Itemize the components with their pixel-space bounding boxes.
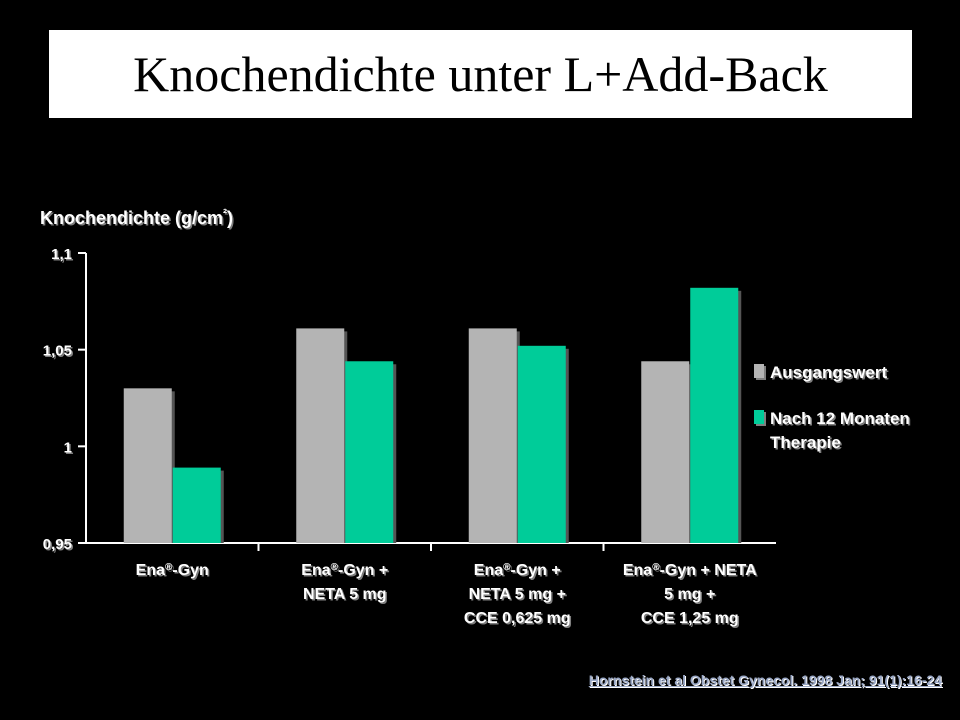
x-category-label-shadow: Ena®-Gyn + NETA	[624, 563, 758, 581]
bar-after	[172, 467, 221, 543]
bar-after	[517, 345, 566, 543]
y-tick-label-text: 1	[64, 439, 72, 456]
x-category-label-text: CCE 0,625 mg	[464, 610, 571, 627]
bar-baseline	[296, 328, 345, 543]
y-tick-label-text: 1,05	[43, 343, 72, 360]
x-category-label: 5 mg +5 mg +	[664, 586, 717, 605]
y-tick-label-shadow: 1,05	[44, 344, 73, 361]
legend-label-shadow: Therapie	[772, 435, 843, 454]
x-category-label-shadow: Ena®-Gyn +	[475, 563, 562, 581]
x-category-label: Ena®-Gyn +Ena®-Gyn +	[474, 562, 562, 581]
x-category-label: Ena®-Gyn +Ena®-Gyn +	[301, 562, 389, 581]
legend-swatch	[754, 364, 764, 378]
legend-label-shadow: Ausgangswert	[772, 365, 889, 384]
y-axis-label-shadow: Knochendichte (g/cm²)	[42, 208, 235, 230]
legend-label-text: Nach 12 Monaten	[770, 409, 910, 428]
y-tick-label-text: 0,95	[43, 536, 72, 553]
legend-label-shadow: Nach 12 Monaten	[772, 411, 912, 430]
x-category-label-text: NETA 5 mg +	[469, 586, 566, 603]
x-category-label-shadow: NETA 5 mg +	[470, 588, 567, 605]
legend-swatch	[754, 410, 764, 424]
x-category-label-shadow: NETA 5 mg	[304, 588, 388, 605]
slide-title: Knochendichte unter L+Add-Back	[133, 46, 828, 102]
x-category-label-text: 5 mg +	[664, 586, 715, 603]
legend-label-text: Therapie	[770, 433, 841, 452]
bar-baseline	[641, 361, 690, 543]
citation-link[interactable]: Hornstein et al Obstet Gynecol. 1998 Jan…	[588, 672, 942, 688]
x-category-label-shadow: Ena®-Gyn +	[303, 563, 390, 581]
x-category-label-shadow: 5 mg +	[666, 588, 717, 605]
bar-after	[345, 361, 394, 543]
bar-after	[690, 287, 739, 543]
y-tick-label-text: 1,1	[51, 246, 72, 263]
y-tick-label-shadow: 0,95	[44, 538, 73, 555]
x-category-label-text: Ena®-Gyn +	[301, 562, 388, 580]
y-tick-label: 0,950,95	[43, 536, 74, 555]
x-category-label: NETA 5 mg +NETA 5 mg +	[469, 586, 568, 605]
y-tick-label: 1,051,05	[43, 343, 74, 362]
y-tick-label: 11	[64, 439, 74, 458]
y-tick-label: 1,11,1	[51, 246, 73, 265]
bar-baseline	[123, 388, 172, 543]
y-axis-label-text: Knochendichte (g/cm²)	[40, 206, 233, 228]
title-box: Knochendichte unter L+Add-Back	[49, 30, 912, 118]
x-category-label-shadow: CCE 0,625 mg	[465, 612, 572, 629]
y-tick-label-shadow: 1,1	[53, 248, 74, 265]
x-category-label-text: CCE 1,25 mg	[641, 610, 739, 627]
legend-label-text: Ausgangswert	[770, 363, 887, 382]
x-category-label-shadow: Ena®-Gyn	[137, 563, 210, 581]
y-axis-label: Knochendichte (g/cm²)Knochendichte (g/cm…	[40, 206, 235, 230]
x-category-label-text: NETA 5 mg	[303, 586, 387, 603]
y-tick-label-shadow: 1	[65, 441, 73, 458]
x-category-label-shadow: CCE 1,25 mg	[642, 612, 740, 629]
x-category-label-text: Ena®-Gyn	[136, 562, 209, 580]
bar-baseline	[468, 328, 517, 543]
x-category-label-text: Ena®-Gyn + NETA	[623, 562, 757, 580]
x-category-label-text: Ena®-Gyn +	[474, 562, 561, 580]
